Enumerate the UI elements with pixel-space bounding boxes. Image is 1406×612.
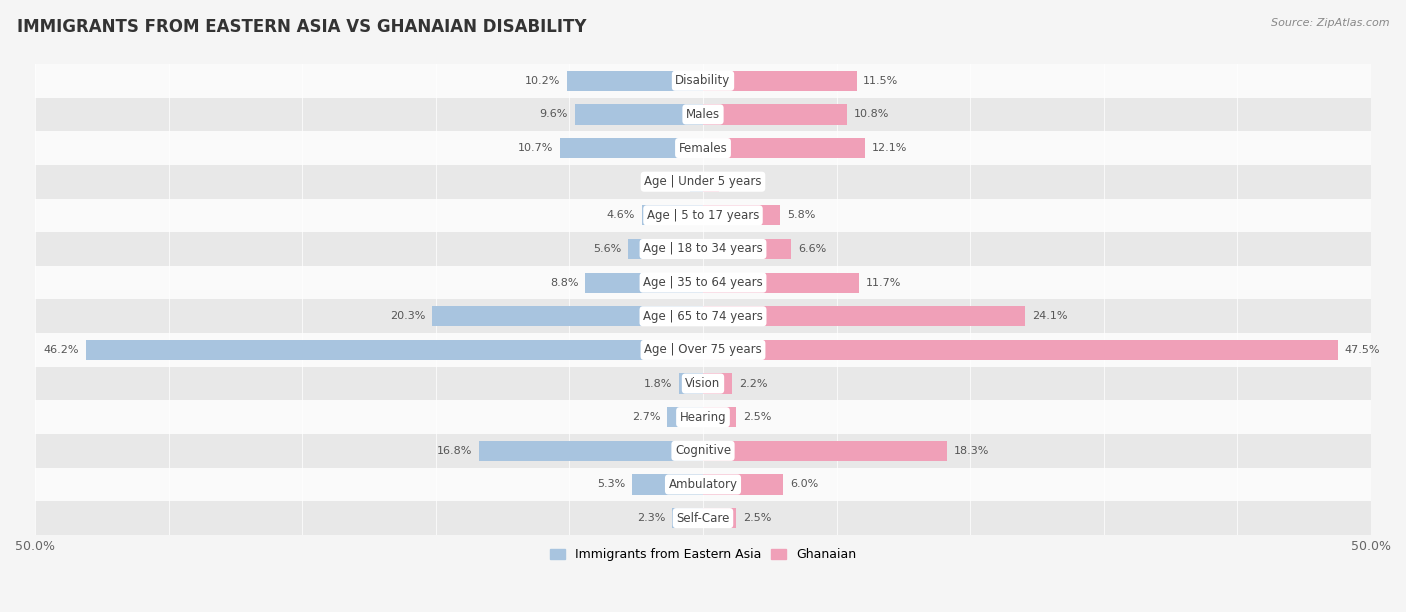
Text: Ambulatory: Ambulatory — [668, 478, 738, 491]
Bar — [703, 340, 1337, 360]
Bar — [35, 367, 1371, 400]
Bar — [35, 232, 1371, 266]
Text: Self-Care: Self-Care — [676, 512, 730, 524]
Bar — [641, 205, 703, 225]
Bar — [703, 272, 859, 293]
Text: 10.8%: 10.8% — [853, 110, 890, 119]
Text: 2.3%: 2.3% — [637, 513, 665, 523]
Text: 11.5%: 11.5% — [863, 76, 898, 86]
Text: 1.0%: 1.0% — [655, 177, 683, 187]
Text: 10.2%: 10.2% — [524, 76, 560, 86]
Text: 8.8%: 8.8% — [550, 278, 579, 288]
Bar — [86, 340, 703, 360]
Bar — [689, 171, 703, 192]
Bar — [703, 373, 733, 394]
Bar — [35, 198, 1371, 232]
Text: 24.1%: 24.1% — [1032, 312, 1067, 321]
Bar — [703, 306, 1025, 326]
Bar — [478, 441, 703, 461]
Text: Age | 65 to 74 years: Age | 65 to 74 years — [643, 310, 763, 323]
Bar — [585, 272, 703, 293]
Bar — [35, 333, 1371, 367]
Text: 20.3%: 20.3% — [389, 312, 425, 321]
Bar — [703, 239, 792, 259]
Bar — [35, 97, 1371, 131]
Bar — [679, 373, 703, 394]
Text: 4.6%: 4.6% — [606, 211, 636, 220]
Text: Age | 5 to 17 years: Age | 5 to 17 years — [647, 209, 759, 222]
Text: 1.2%: 1.2% — [725, 177, 754, 187]
Text: Age | Under 5 years: Age | Under 5 years — [644, 175, 762, 188]
Text: Age | Over 75 years: Age | Over 75 years — [644, 343, 762, 356]
Text: 9.6%: 9.6% — [540, 110, 568, 119]
Bar — [35, 501, 1371, 535]
Text: Females: Females — [679, 141, 727, 155]
Bar — [575, 104, 703, 124]
Text: 2.7%: 2.7% — [631, 412, 661, 422]
Bar — [703, 71, 856, 91]
Text: 12.1%: 12.1% — [872, 143, 907, 153]
Bar — [703, 441, 948, 461]
Text: 2.5%: 2.5% — [744, 412, 772, 422]
Text: 46.2%: 46.2% — [44, 345, 79, 355]
Bar — [35, 299, 1371, 333]
Text: 11.7%: 11.7% — [866, 278, 901, 288]
Bar — [703, 508, 737, 528]
Bar — [35, 434, 1371, 468]
Text: Cognitive: Cognitive — [675, 444, 731, 457]
Text: 5.8%: 5.8% — [787, 211, 815, 220]
Bar — [35, 64, 1371, 97]
Text: 6.6%: 6.6% — [797, 244, 827, 254]
Text: 2.2%: 2.2% — [740, 379, 768, 389]
Text: IMMIGRANTS FROM EASTERN ASIA VS GHANAIAN DISABILITY: IMMIGRANTS FROM EASTERN ASIA VS GHANAIAN… — [17, 18, 586, 36]
Bar — [633, 474, 703, 494]
Bar — [703, 104, 848, 124]
Legend: Immigrants from Eastern Asia, Ghanaian: Immigrants from Eastern Asia, Ghanaian — [544, 543, 862, 566]
Text: Age | 35 to 64 years: Age | 35 to 64 years — [643, 276, 763, 289]
Bar — [672, 508, 703, 528]
Text: Males: Males — [686, 108, 720, 121]
Bar — [35, 468, 1371, 501]
Bar — [567, 71, 703, 91]
Bar — [703, 407, 737, 427]
Text: Age | 18 to 34 years: Age | 18 to 34 years — [643, 242, 763, 255]
Bar — [703, 474, 783, 494]
Bar — [560, 138, 703, 158]
Bar — [703, 138, 865, 158]
Text: 1.8%: 1.8% — [644, 379, 672, 389]
Text: Hearing: Hearing — [679, 411, 727, 424]
Text: 16.8%: 16.8% — [436, 446, 472, 456]
Bar — [35, 131, 1371, 165]
Text: 10.7%: 10.7% — [517, 143, 554, 153]
Bar — [666, 407, 703, 427]
Bar — [432, 306, 703, 326]
Bar — [35, 400, 1371, 434]
Text: 5.3%: 5.3% — [598, 479, 626, 490]
Text: 5.6%: 5.6% — [593, 244, 621, 254]
Text: 2.5%: 2.5% — [744, 513, 772, 523]
Bar — [35, 266, 1371, 299]
Text: 18.3%: 18.3% — [955, 446, 990, 456]
Text: 47.5%: 47.5% — [1344, 345, 1379, 355]
Text: 6.0%: 6.0% — [790, 479, 818, 490]
Text: Disability: Disability — [675, 74, 731, 88]
Text: Vision: Vision — [685, 377, 721, 390]
Bar — [628, 239, 703, 259]
Bar — [703, 171, 718, 192]
Text: Source: ZipAtlas.com: Source: ZipAtlas.com — [1271, 18, 1389, 28]
Bar — [703, 205, 780, 225]
Bar — [35, 165, 1371, 198]
